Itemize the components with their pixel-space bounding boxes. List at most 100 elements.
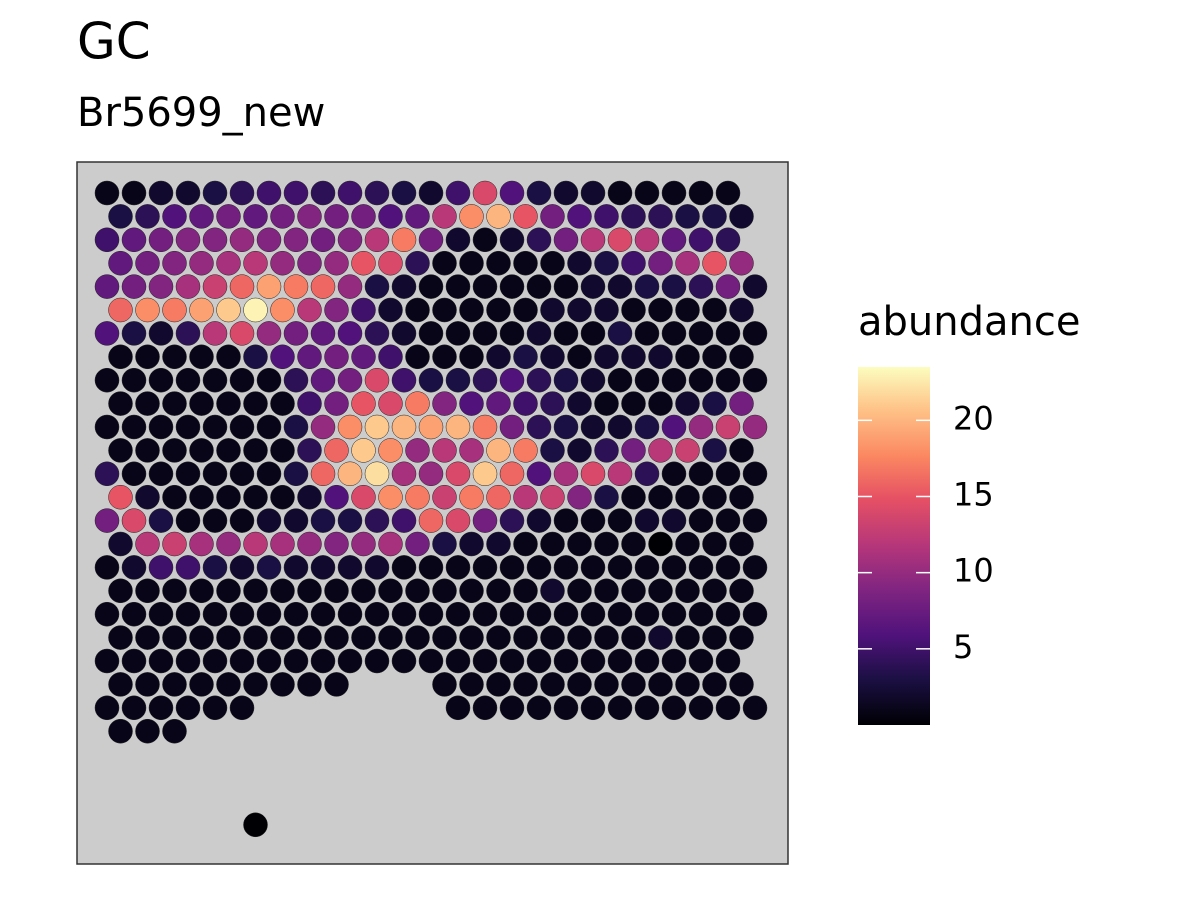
spot	[94, 321, 120, 346]
spot	[445, 601, 471, 627]
spot	[337, 180, 363, 206]
spot	[162, 391, 187, 416]
spot	[418, 321, 444, 346]
spot	[459, 438, 484, 463]
spot	[256, 274, 282, 299]
spot	[243, 391, 268, 416]
spot	[540, 672, 565, 697]
spot	[229, 695, 255, 721]
spot	[702, 204, 727, 229]
spot	[702, 625, 727, 650]
spot	[742, 695, 768, 721]
spot	[270, 438, 295, 463]
spot	[243, 812, 268, 838]
spot	[432, 672, 457, 697]
spot	[216, 484, 241, 510]
spot	[324, 625, 349, 650]
spot	[675, 672, 700, 697]
spot	[648, 484, 673, 510]
spot	[472, 601, 498, 627]
spot	[297, 297, 322, 323]
spot	[486, 578, 511, 604]
spot	[135, 438, 160, 463]
spot	[418, 414, 444, 440]
spot	[459, 625, 484, 650]
spot	[189, 250, 214, 276]
spot	[175, 321, 201, 346]
spot	[391, 461, 417, 487]
colorbar-tick-label: 5	[953, 628, 973, 666]
spot	[202, 367, 228, 393]
spot	[297, 204, 322, 229]
spot	[297, 438, 322, 463]
spot	[310, 321, 336, 346]
spot	[270, 297, 295, 323]
spot	[297, 344, 322, 370]
spot	[607, 274, 633, 299]
spot	[729, 484, 754, 510]
spot	[148, 274, 174, 299]
spot	[594, 391, 619, 416]
spot	[486, 344, 511, 370]
spot	[216, 344, 241, 370]
spot	[729, 531, 754, 557]
spot	[283, 508, 309, 533]
spot	[553, 414, 579, 440]
spot	[607, 555, 633, 580]
spot	[486, 297, 511, 323]
spot	[445, 508, 471, 533]
spot	[688, 180, 714, 206]
spot	[364, 508, 390, 533]
spot	[148, 180, 174, 206]
spot	[378, 204, 403, 229]
spot	[702, 672, 727, 697]
spot	[148, 508, 174, 533]
spot	[162, 204, 187, 229]
spot	[405, 204, 430, 229]
spot	[702, 484, 727, 510]
spot	[202, 508, 228, 533]
spot	[715, 601, 741, 627]
colorbar-tick-label: 20	[953, 399, 994, 437]
spot	[324, 578, 349, 604]
spot	[499, 227, 525, 253]
spot	[324, 484, 349, 510]
spot	[607, 695, 633, 721]
spot	[364, 461, 390, 487]
spot	[310, 508, 336, 533]
spot	[216, 204, 241, 229]
spot	[513, 625, 538, 650]
spot	[486, 204, 511, 229]
spot	[189, 438, 214, 463]
spot	[499, 414, 525, 440]
spot	[378, 297, 403, 323]
spot	[391, 367, 417, 393]
spot	[405, 391, 430, 416]
spot	[445, 555, 471, 580]
spot	[580, 227, 606, 253]
spot	[472, 648, 498, 674]
spot	[675, 250, 700, 276]
spot	[594, 344, 619, 370]
spot	[553, 367, 579, 393]
spot	[202, 601, 228, 627]
spot	[243, 250, 268, 276]
spot	[499, 508, 525, 533]
spot	[702, 344, 727, 370]
spot	[715, 508, 741, 533]
spot	[499, 180, 525, 206]
spot	[391, 180, 417, 206]
spot	[729, 344, 754, 370]
spot	[567, 344, 592, 370]
spot	[729, 391, 754, 416]
spot	[324, 250, 349, 276]
spot	[688, 555, 714, 580]
spot	[283, 180, 309, 206]
spot	[729, 625, 754, 650]
spot	[553, 461, 579, 487]
spot	[729, 250, 754, 276]
spot	[94, 274, 120, 299]
spot	[94, 367, 120, 393]
spot	[688, 414, 714, 440]
spot	[364, 367, 390, 393]
